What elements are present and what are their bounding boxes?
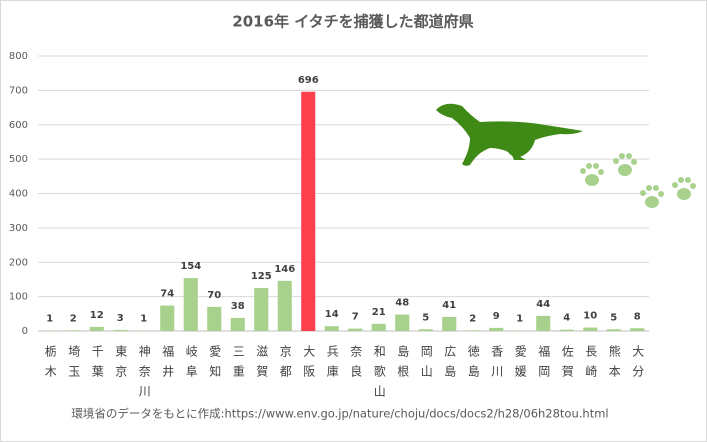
value-label: 5 [610, 312, 617, 323]
value-label: 1 [46, 314, 53, 325]
bar [465, 330, 480, 331]
x-tick-label: 佐賀 [560, 345, 574, 385]
bar [89, 326, 104, 331]
value-label: 8 [634, 311, 641, 322]
chart-title: 2016年 イタチを捕獲した都道府県 [232, 13, 473, 31]
bar [277, 280, 292, 331]
value-label: 74 [160, 289, 174, 300]
value-label: 146 [274, 264, 295, 275]
x-tick-label: 奈良 [349, 345, 363, 385]
bar [324, 326, 339, 331]
value-label: 1 [140, 314, 147, 325]
x-tick-label: 岐阜 [184, 345, 198, 385]
x-tick-label: 東京 [114, 345, 128, 385]
y-tick-label: 500 [9, 154, 28, 165]
value-label: 70 [207, 290, 221, 301]
x-tick-label: 大分 [631, 345, 645, 385]
value-label: 4 [563, 313, 570, 324]
x-tick-label: 大阪 [302, 345, 316, 385]
value-label: 5 [422, 312, 429, 323]
bar [160, 305, 175, 331]
bar [371, 323, 386, 331]
y-tick-label: 600 [9, 120, 28, 131]
y-tick-label: 700 [9, 85, 28, 96]
x-tick-label: 三重 [231, 345, 245, 385]
x-tick-label: 千葉 [90, 345, 104, 385]
bar [442, 316, 457, 331]
y-tick-label: 800 [9, 51, 28, 62]
value-label: 38 [231, 301, 245, 312]
value-label: 12 [90, 310, 104, 321]
value-label: 21 [372, 307, 386, 318]
x-tick-label: 兵庫 [325, 345, 339, 385]
bar [418, 329, 433, 331]
x-tick-label: 福岡 [537, 344, 551, 385]
bar [606, 329, 621, 331]
x-tick-label: 埼玉 [67, 345, 81, 385]
x-tick-label: 徳島 [466, 344, 480, 385]
bar [559, 329, 574, 331]
x-tick-label: 香川 [490, 345, 504, 385]
bar [395, 314, 410, 331]
bar [536, 315, 551, 331]
x-tick-label: 和歌山 [372, 345, 386, 405]
x-tick-label: 愛媛 [513, 345, 527, 385]
value-label: 125 [251, 271, 272, 282]
value-label: 41 [442, 300, 456, 311]
bar [207, 306, 222, 331]
x-tick-label: 広島 [443, 345, 457, 385]
y-tick-label: 200 [9, 257, 28, 268]
bar [583, 327, 598, 331]
value-label: 2 [70, 313, 77, 324]
y-tick-label: 100 [9, 292, 28, 303]
value-label: 44 [536, 299, 550, 310]
x-tick-label: 滋賀 [255, 345, 269, 385]
value-label: 9 [493, 311, 500, 322]
x-tick-label: 島根 [396, 344, 410, 385]
bar [254, 288, 269, 331]
x-tick-label: 京都 [278, 345, 292, 385]
value-label: 1 [516, 314, 523, 325]
value-label: 7 [352, 312, 359, 323]
weasel-illustration [436, 103, 583, 166]
x-tick-label: 熊本 [607, 344, 621, 385]
bar [183, 278, 198, 331]
value-label: 154 [180, 261, 201, 272]
x-tick-label: 福井 [161, 344, 175, 385]
y-tick-label: 400 [9, 189, 28, 200]
value-label: 2 [469, 313, 476, 324]
bar [66, 330, 81, 331]
x-tick-label: 神奈川 [137, 345, 151, 405]
bar [489, 327, 504, 331]
bar [348, 328, 363, 331]
bar [301, 91, 316, 331]
value-label: 48 [395, 298, 409, 309]
x-tick-label: 長崎 [584, 345, 598, 385]
value-label: 3 [117, 313, 124, 324]
value-label: 696 [298, 75, 319, 86]
bar [630, 328, 645, 331]
value-label: 14 [325, 309, 339, 320]
value-label: 10 [583, 311, 597, 322]
x-tick-label: 栃木 [43, 345, 57, 385]
bar [113, 329, 128, 331]
source-note: 環境省のデータをもとに作成:https://www.env.go.jp/natu… [71, 407, 608, 421]
paw-prints [580, 153, 696, 208]
y-tick-label: 0 [22, 326, 28, 337]
x-tick-label: 愛知 [208, 345, 222, 385]
bar [230, 317, 245, 331]
x-tick-label: 岡山 [419, 345, 433, 385]
y-tick-label: 300 [9, 223, 28, 234]
